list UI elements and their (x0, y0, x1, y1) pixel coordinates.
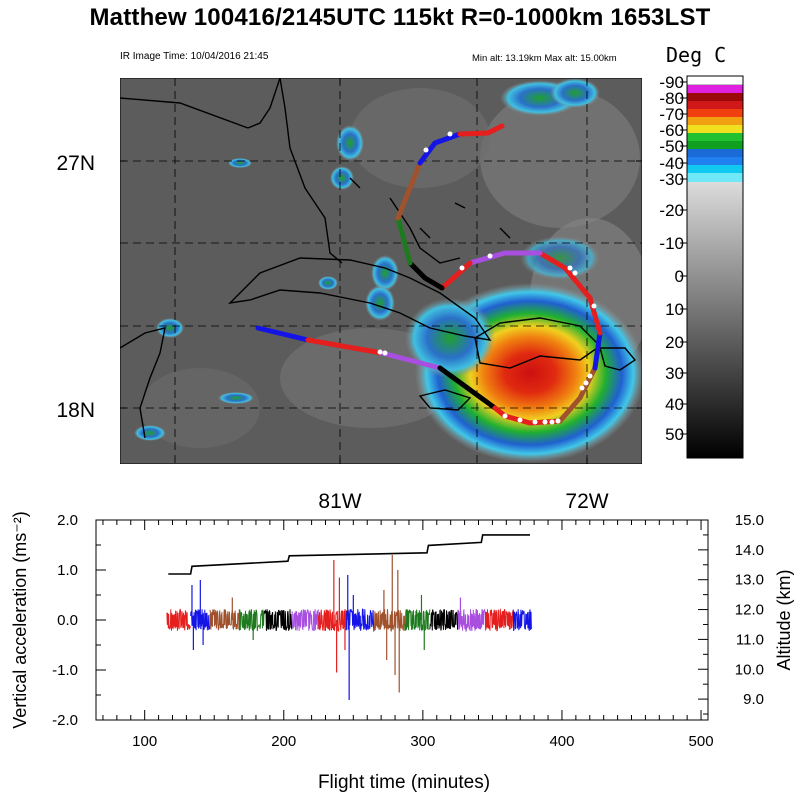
acceleration-chart: 100 200 300 400 500 -2.0 -1.0 0.0 1.0 2.0 9.0 10.… (10, 511, 794, 793)
y-axis-right: 9.0 10.0 11.0 12.0 13.0 14.0 15.0 (698, 512, 764, 715)
x-tick-label: 300 (410, 733, 435, 750)
y-tick-label: 2.0 (57, 512, 78, 529)
lat-label-27n: 27N (56, 152, 95, 175)
acceleration-segment (485, 608, 514, 632)
map-labels: 27N 18N 81W 72W (56, 152, 608, 513)
y2-tick-label: 15.0 (735, 512, 764, 529)
y-tick-label: 1.0 (57, 562, 78, 579)
altitude-range: Min alt: 13.19km Max alt: 15.00km (472, 53, 617, 64)
altitude-line (168, 534, 530, 575)
y-axis-label: Vertical acceleration (ms⁻²) (10, 511, 30, 729)
cb-label: 30 (665, 364, 684, 383)
y-axis-left: -2.0 -1.0 0.0 1.0 2.0 (52, 512, 106, 729)
y-tick-label: -2.0 (52, 712, 78, 729)
lon-label-81w: 81W (318, 490, 361, 513)
y-tick-label: -1.0 (52, 662, 78, 679)
grid-lines (120, 78, 642, 464)
lon-label-72w: 72W (565, 490, 608, 513)
cb-label: -30 (659, 170, 684, 189)
cb-label: -90 (659, 73, 684, 92)
x-axis-label: Flight time (minutes) (318, 772, 490, 793)
x-tick-label: 200 (271, 733, 296, 750)
cb-label: -60 (659, 121, 684, 140)
acceleration-segment (404, 609, 431, 632)
cb-label: 0 (675, 267, 684, 286)
acceleration-segment (429, 609, 459, 631)
x-tick-label: 400 (549, 733, 574, 750)
cb-label: 50 (665, 425, 684, 444)
cb-label: -50 (659, 137, 684, 156)
x-tick-label: 500 (689, 733, 714, 750)
cb-label: -40 (659, 154, 684, 173)
cb-label: -70 (659, 105, 684, 124)
lat-label-18n: 18N (56, 399, 95, 422)
cb-label: -10 (659, 234, 684, 253)
cb-label: -20 (659, 201, 684, 220)
satellite-map (120, 78, 642, 464)
colorbar-title: Deg C (666, 43, 727, 67)
y2-tick-label: 14.0 (735, 542, 764, 559)
y2-tick-label: 9.0 (743, 691, 764, 708)
colorbar-labels: -90 -80 -70 -60 -50 -40 -30 -20 -10 0 10… (659, 73, 684, 444)
coastlines (120, 78, 637, 439)
y2-tick-label: 11.0 (736, 631, 764, 648)
acceleration-segment (318, 609, 347, 632)
acceleration-segment (166, 608, 191, 631)
colorbar: -90 -80 -70 -60 -50 -40 -30 -20 -10 0 10… (659, 73, 744, 459)
x-axis: 100 200 300 400 500 (102, 520, 714, 750)
x-tick-label: 100 (132, 733, 157, 750)
acceleration-segment (263, 609, 293, 631)
acceleration-segment (457, 608, 486, 633)
y2-tick-label: 12.0 (735, 602, 764, 619)
cb-label: 40 (665, 395, 684, 414)
ir-image-time: IR Image Time: 10/04/2016 21:45 (120, 51, 269, 62)
colorbar-ticks (680, 81, 687, 435)
track-dots (377, 131, 597, 425)
acceleration-segment (512, 609, 532, 632)
acceleration-segment (209, 609, 240, 631)
y-tick-label: 0.0 (57, 612, 78, 629)
y2-tick-label: 13.0 (735, 572, 764, 589)
y2-axis-label: Altitude (km) (774, 569, 794, 670)
acceleration-segment (373, 609, 406, 632)
plot-area (166, 534, 532, 700)
cloud-texture (134, 78, 642, 463)
map-ticks (120, 78, 642, 464)
page-title: Matthew 100416/2145UTC 115kt R=0-1000km … (89, 4, 711, 31)
acceleration-segment (238, 609, 265, 632)
cb-label: 10 (665, 300, 684, 319)
colorbar-swatches (686, 75, 744, 459)
cb-label: 20 (665, 333, 684, 352)
acceleration-segment (291, 608, 319, 631)
acceleration-segment (345, 608, 375, 633)
cb-label: -80 (659, 89, 684, 108)
y2-tick-label: 10.0 (735, 661, 764, 678)
